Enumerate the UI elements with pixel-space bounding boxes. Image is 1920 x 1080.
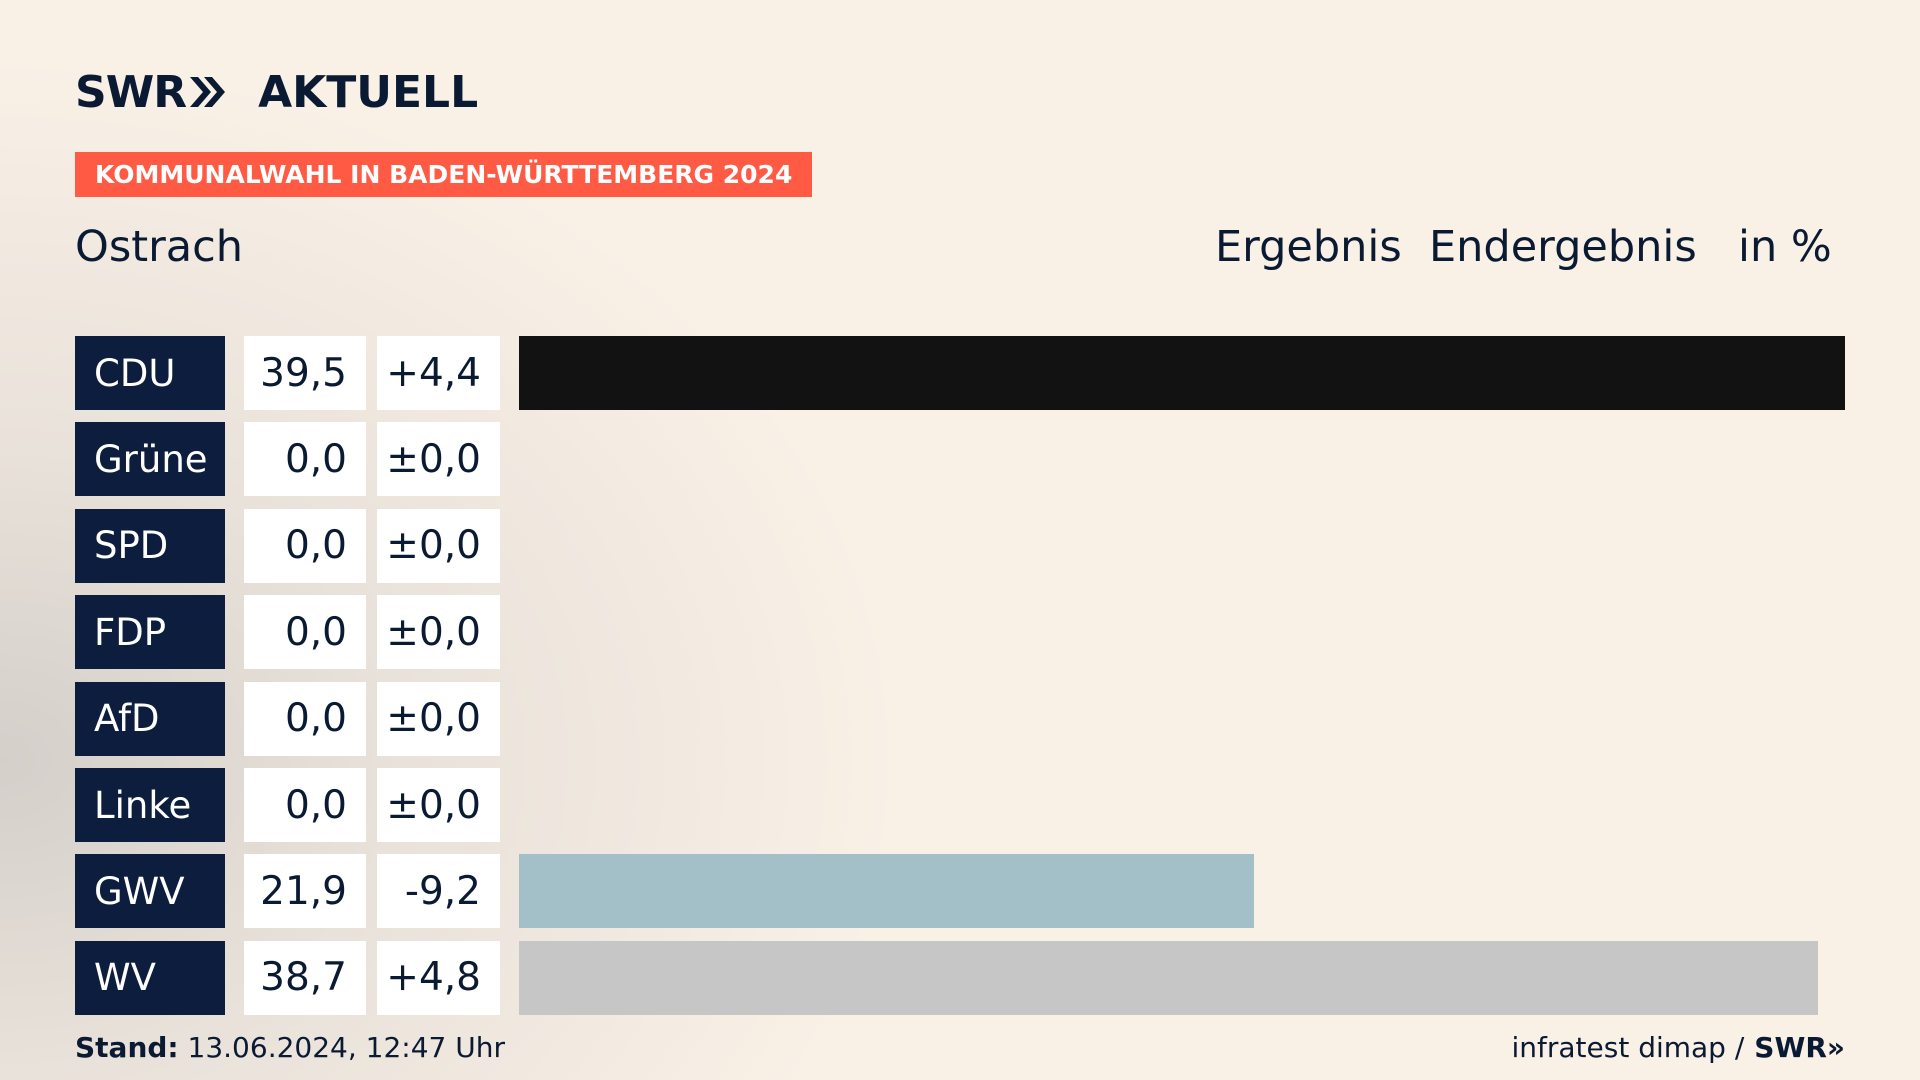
stand-value: 13.06.2024, 12:47 Uhr bbox=[187, 1031, 505, 1064]
result-value: 0,0 bbox=[244, 768, 366, 842]
result-bar bbox=[519, 336, 1845, 410]
result-row: FDP 0,0 ±0,0 bbox=[75, 595, 1845, 670]
stand-label: Stand: bbox=[75, 1031, 179, 1064]
result-value: 38,7 bbox=[244, 940, 366, 1015]
chevrons-icon bbox=[188, 75, 228, 109]
party-label: FDP bbox=[75, 595, 225, 670]
result-value: 0,0 bbox=[244, 508, 366, 583]
result-diff: ±0,0 bbox=[377, 768, 500, 842]
election-banner: KOMMUNALWAHL IN BADEN-WÜRTTEMBERG 2024 bbox=[75, 152, 813, 197]
result-value: 0,0 bbox=[244, 595, 366, 670]
result-diff: ±0,0 bbox=[377, 595, 500, 670]
swr-aktuell-logo: SWR AKTUELL bbox=[75, 66, 479, 118]
header-ergebnis: Ergebnis bbox=[1215, 222, 1402, 272]
result-diff: -9,2 bbox=[377, 854, 500, 929]
result-diff: +4,4 bbox=[377, 336, 500, 410]
source-text: infratest dimap / bbox=[1511, 1031, 1745, 1064]
header-endergebnis: Endergebnis bbox=[1429, 222, 1697, 272]
party-label: Grüne bbox=[75, 422, 225, 497]
result-value: 39,5 bbox=[244, 336, 366, 410]
result-row: AfD 0,0 ±0,0 bbox=[75, 681, 1845, 756]
result-diff: ±0,0 bbox=[377, 681, 500, 756]
party-label: SPD bbox=[75, 508, 225, 583]
timestamp: Stand: 13.06.2024, 12:47 Uhr bbox=[75, 1031, 505, 1064]
result-diff: ±0,0 bbox=[377, 422, 500, 497]
place-title: Ostrach bbox=[75, 222, 244, 272]
party-label: Linke bbox=[75, 768, 225, 842]
result-diff: +4,8 bbox=[377, 940, 500, 1015]
result-row: CDU 39,5 +4,4 bbox=[75, 336, 1845, 410]
party-label: GWV bbox=[75, 854, 225, 929]
aktuell-logo-text: AKTUELL bbox=[258, 66, 479, 118]
result-row: GWV 21,9 -9,2 bbox=[75, 854, 1845, 929]
result-value: 0,0 bbox=[244, 422, 366, 497]
result-row: Linke 0,0 ±0,0 bbox=[75, 768, 1845, 842]
party-label: AfD bbox=[75, 681, 225, 756]
result-value: 21,9 bbox=[244, 854, 366, 929]
result-value: 0,0 bbox=[244, 681, 366, 756]
header-unit: in % bbox=[1738, 222, 1832, 272]
result-diff: ±0,0 bbox=[377, 508, 500, 583]
result-row: Grüne 0,0 ±0,0 bbox=[75, 422, 1845, 497]
source-credit: infratest dimap / SWR» bbox=[1511, 1031, 1845, 1064]
swr-logo-text: SWR bbox=[75, 66, 187, 118]
source-swr-logo: SWR» bbox=[1754, 1031, 1845, 1064]
result-bar bbox=[519, 940, 1819, 1015]
result-row: WV 38,7 +4,8 bbox=[75, 940, 1845, 1015]
party-label: WV bbox=[75, 940, 225, 1015]
result-row: SPD 0,0 ±0,0 bbox=[75, 508, 1845, 583]
party-label: CDU bbox=[75, 336, 225, 410]
result-bar bbox=[519, 854, 1255, 929]
